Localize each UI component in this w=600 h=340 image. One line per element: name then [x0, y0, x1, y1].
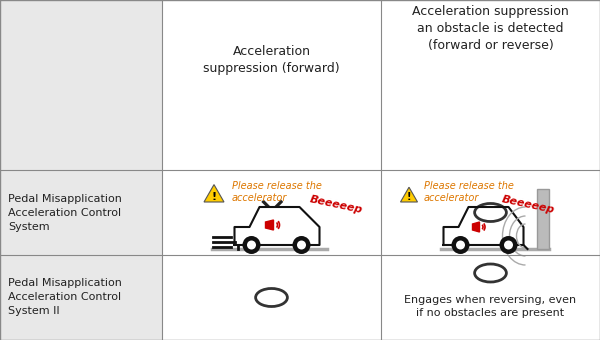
Ellipse shape — [293, 236, 311, 254]
Ellipse shape — [452, 236, 470, 254]
Ellipse shape — [499, 236, 517, 254]
Ellipse shape — [242, 236, 260, 254]
Bar — [0, 0, 162, 340]
Text: Beeeeep: Beeeeep — [308, 194, 364, 216]
Text: Acceleration suppression
an obstacle is detected
(forward or reverse): Acceleration suppression an obstacle is … — [412, 5, 569, 52]
Text: Engages when reversing, even
if no obstacles are present: Engages when reversing, even if no obsta… — [404, 295, 577, 318]
Ellipse shape — [504, 240, 513, 250]
Text: ×: × — [255, 193, 288, 232]
Polygon shape — [401, 187, 418, 202]
Text: Pedal Misapplication
Acceleration Control
System: Pedal Misapplication Acceleration Contro… — [8, 193, 122, 232]
Text: Please release the
accelerator: Please release the accelerator — [424, 181, 514, 203]
Polygon shape — [265, 220, 274, 230]
Ellipse shape — [297, 240, 306, 250]
Bar — [536, 189, 548, 249]
Text: !: ! — [211, 192, 217, 202]
Text: Beeeeep: Beeeeep — [500, 194, 556, 216]
Ellipse shape — [456, 240, 465, 250]
Polygon shape — [473, 222, 479, 232]
Text: Pedal Misapplication
Acceleration Control
System II: Pedal Misapplication Acceleration Contro… — [8, 278, 122, 317]
Ellipse shape — [247, 240, 256, 250]
Text: !: ! — [407, 192, 411, 202]
Polygon shape — [204, 185, 224, 202]
Text: Acceleration
suppression (forward): Acceleration suppression (forward) — [203, 45, 340, 75]
Polygon shape — [443, 207, 523, 245]
Text: Please release the
accelerator: Please release the accelerator — [232, 181, 322, 203]
Polygon shape — [235, 207, 320, 245]
